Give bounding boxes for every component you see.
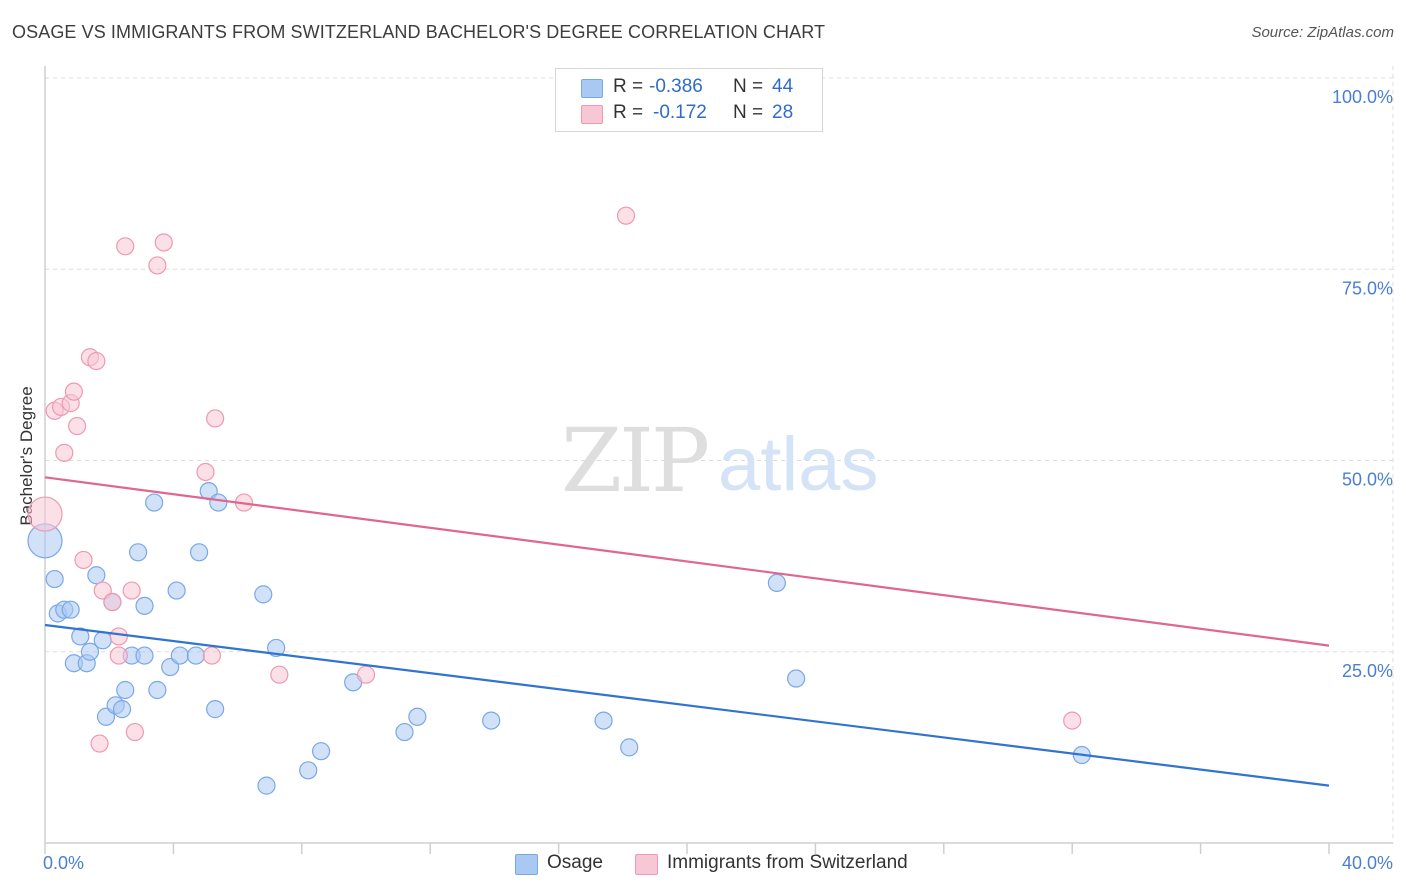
y-tick-label: 25.0% [1342, 661, 1393, 681]
data-point-switzerland [103, 592, 122, 612]
data-point-osage [45, 569, 64, 589]
data-point-switzerland [206, 409, 225, 428]
data-point-switzerland [616, 206, 636, 225]
data-point-switzerland [122, 581, 141, 600]
legend-label-switzerland: Immigrants from Switzerland [667, 852, 908, 873]
legend-swatch-switzerland [635, 854, 658, 875]
trend-line-switzerland [44, 476, 1330, 647]
data-point-switzerland [74, 550, 93, 570]
data-points [27, 206, 1091, 795]
data-point-osage [135, 596, 154, 615]
data-point-switzerland [109, 627, 128, 646]
data-point-switzerland [55, 443, 74, 462]
data-point-osage [189, 543, 209, 562]
watermark-zip: ZIP [561, 409, 708, 512]
data-point-osage [395, 722, 414, 742]
stats-r-value: -0.386 [649, 76, 703, 97]
data-point-osage [206, 700, 225, 719]
x-tick-label: 40.0% [1342, 853, 1393, 873]
data-point-switzerland [67, 416, 87, 436]
data-point-osage [167, 581, 186, 600]
data-point-osage [116, 680, 135, 700]
data-point-switzerland [356, 665, 376, 684]
data-point-osage [267, 638, 286, 658]
data-point-osage [299, 761, 318, 780]
data-point-switzerland [90, 734, 109, 753]
stats-box: R = -0.386 N = 44 R = -0.172 N = 28 [555, 68, 823, 132]
data-point-osage [787, 669, 806, 688]
stats-swatch-osage [581, 79, 603, 98]
x-tick-label: 0.0% [43, 853, 84, 873]
source-label: Source: ZipAtlas.com [1251, 24, 1394, 41]
watermark: ZIP atlas [561, 409, 879, 512]
data-point-switzerland [87, 351, 106, 371]
y-tick-label: 100.0% [1332, 87, 1393, 107]
data-point-switzerland [196, 462, 215, 482]
data-point-osage [93, 631, 112, 650]
legend-swatch-osage [515, 854, 538, 875]
data-point-osage [80, 642, 100, 661]
data-point-switzerland [116, 237, 135, 256]
data-point-switzerland [1063, 711, 1082, 730]
data-point-osage [767, 573, 786, 593]
data-point-switzerland [125, 722, 144, 742]
data-point-osage [257, 776, 276, 795]
data-point-osage [482, 711, 501, 730]
y-tick-label: 50.0% [1342, 470, 1393, 490]
data-point-osage [128, 543, 148, 562]
data-point-osage [408, 707, 427, 726]
data-point-osage [87, 566, 106, 585]
chart-title: OSAGE VS IMMIGRANTS FROM SWITZERLAND BAC… [12, 22, 826, 42]
data-point-switzerland [154, 233, 173, 252]
data-point-osage [112, 700, 132, 719]
stats-n-label: N = [733, 102, 764, 123]
data-point-osage [594, 711, 613, 730]
data-point-osage [148, 680, 167, 700]
data-point-osage [145, 493, 164, 512]
data-point-osage [209, 493, 228, 512]
data-point-osage [620, 738, 639, 757]
stats-r-value: -0.172 [653, 102, 707, 123]
data-point-osage [61, 600, 80, 619]
data-point-switzerland [64, 382, 83, 401]
legend-label-osage: Osage [547, 852, 603, 873]
data-point-osage [71, 627, 90, 646]
data-point-switzerland [148, 256, 167, 275]
data-point-osage [311, 742, 331, 761]
data-point-osage [186, 646, 205, 665]
stats-r-label: R = [613, 76, 644, 97]
watermark-atlas: atlas [718, 422, 879, 507]
data-point-switzerland [27, 496, 63, 532]
trend-lines [44, 476, 1330, 787]
stats-n-value: 44 [772, 76, 794, 97]
tick-labels: 25.0% 50.0% 75.0% 100.0% 0.0% 40.0% [43, 87, 1393, 873]
data-point-osage [170, 646, 189, 665]
data-point-switzerland [202, 646, 222, 665]
stats-r-label: R = [613, 102, 644, 123]
y-tick-label: 75.0% [1342, 278, 1393, 298]
data-point-switzerland [270, 665, 289, 684]
stats-n-label: N = [733, 76, 764, 97]
stats-swatch-switzerland [581, 105, 603, 124]
axes [44, 66, 1393, 854]
data-point-osage [135, 646, 154, 665]
data-point-osage [254, 585, 273, 604]
trend-line-osage [44, 623, 1330, 787]
stats-n-value: 28 [772, 102, 794, 123]
data-point-switzerland [109, 646, 128, 665]
